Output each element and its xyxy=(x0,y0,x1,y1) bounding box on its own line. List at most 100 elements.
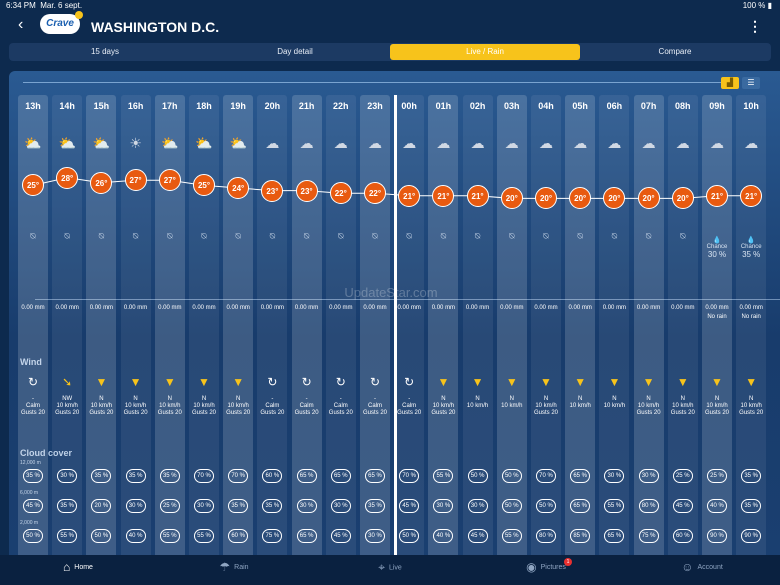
altitude-mid: 6,000 m xyxy=(20,490,39,496)
wind-arrow-icon: ▼ xyxy=(574,375,587,389)
moon-cloud-icon: ☁ xyxy=(368,135,382,151)
wind-wspd: Calm xyxy=(333,403,348,409)
more-icon[interactable]: ⋮ xyxy=(748,18,762,34)
wind-label: Wind xyxy=(20,357,42,367)
wind-wdir: N xyxy=(99,396,104,402)
nav-account[interactable]: ☺ Account xyxy=(681,560,723,574)
rain-icon: ☂ xyxy=(219,560,231,574)
back-arrow-icon[interactable]: ‹ xyxy=(18,16,24,33)
cloud-cover-value: 30 % xyxy=(296,499,317,513)
cloud-cover-value: 50 % xyxy=(467,469,488,483)
list-view-icon[interactable]: ☰ xyxy=(742,77,760,89)
temperature-badge: 20° xyxy=(637,187,660,210)
hour-label: 18h xyxy=(196,101,212,111)
temperature-badge: 25° xyxy=(22,174,44,197)
no-rain-icon: ⍉ xyxy=(269,231,276,241)
watermark: UpdateStar.com xyxy=(344,285,438,300)
cloud-cover-value: 70 % xyxy=(194,469,214,483)
tab-15-days[interactable]: 15 days xyxy=(90,47,120,56)
cloud-icon: ☁ xyxy=(607,135,622,151)
wind-wdir: N xyxy=(133,396,138,402)
wind-info: N 10 km/h Gusts 20 xyxy=(731,396,771,417)
cloud-cover-value: 55 % xyxy=(159,529,180,543)
cloud-cover-value: 30 % xyxy=(638,469,659,483)
wind-wdir: N xyxy=(441,396,446,402)
temperature-badge: 20° xyxy=(671,187,694,210)
wind-info: - Calm Gusts 20 xyxy=(389,396,429,417)
cloud-cover-value: 50 % xyxy=(501,469,522,483)
sun-cloud-icon: ⛅ xyxy=(195,135,213,151)
cloud-cover-value: 70 % xyxy=(536,469,556,483)
tab-live-rain[interactable]: Live / Rain xyxy=(390,44,580,60)
hour-label: 00h xyxy=(401,101,417,111)
no-rain-icon: ⍉ xyxy=(474,231,481,241)
temperature-badge: 27° xyxy=(124,169,147,192)
wind-info: - Calm Gusts 20 xyxy=(13,396,53,417)
nav-home[interactable]: ⌂ Home xyxy=(63,560,93,574)
rain-chance: 💧 Chance 35 % xyxy=(731,236,771,259)
nav-pictures[interactable]: 1 ◉ Pictures xyxy=(468,555,624,585)
wind-wdir: N xyxy=(543,396,549,402)
wind-gust: Gusts 20 xyxy=(157,410,182,416)
tab-compare[interactable]: Compare xyxy=(658,47,692,56)
wind-wspd: 10 km/h xyxy=(706,403,728,409)
cloud-cover-value: 45 % xyxy=(399,499,420,513)
wind-wdir: - xyxy=(32,396,34,402)
bottom-nav: ⌂ Home ☂ Rain ⌖ Live 1 ◉ Pictures ☺ Account xyxy=(0,555,780,585)
temperature-badge: 20° xyxy=(603,187,626,210)
cloud-cover-value: 65 % xyxy=(330,469,351,483)
cloud-cover-value: 35 % xyxy=(741,499,762,513)
no-rain-icon: ⍉ xyxy=(543,231,549,241)
rain-amount: 0.00 mm xyxy=(158,305,182,311)
cloud-cover-value: 30 % xyxy=(330,499,351,513)
cloud-cover-value: 50 % xyxy=(399,529,420,543)
altitude-high: 12,000 m xyxy=(20,460,41,466)
calm-wind-icon: ↻ xyxy=(335,375,346,389)
header: ‹ Crave WASHINGTON D.C. ⋮ xyxy=(0,11,780,42)
wind-wspd: Calm xyxy=(402,403,417,409)
cloud-cover-value: 30 % xyxy=(194,499,214,513)
calm-wind-icon: ↻ xyxy=(404,375,415,389)
calm-wind-icon: ↻ xyxy=(267,375,278,389)
rain-amount: 0.00 mm xyxy=(21,305,45,311)
wind-wspd: 10 km/h xyxy=(637,403,660,409)
cloud-cover-value: 65 % xyxy=(604,529,625,543)
wind-gust: Gusts 20 xyxy=(704,410,729,416)
temperature-badge: 27° xyxy=(158,169,181,192)
no-rain-icon: ⍉ xyxy=(30,231,36,241)
nav-live[interactable]: ⌖ Live xyxy=(378,560,402,574)
hour-label: 10h xyxy=(743,101,759,111)
wind-info: N 10 km/h xyxy=(594,396,634,410)
wind-wdir: N xyxy=(714,396,720,402)
cloud-cover-value: 35 % xyxy=(365,499,385,513)
wind-wdir: - xyxy=(305,396,308,402)
hour-label: 16h xyxy=(127,101,144,111)
wind-info: N 10 km/h xyxy=(560,396,600,410)
wind-wspd: 10 km/h xyxy=(466,403,489,409)
cloud-cover-value: 75 % xyxy=(638,529,659,543)
weather-crave-logo: Crave xyxy=(40,11,83,34)
cloud-cover-value: 40 % xyxy=(433,529,454,543)
rain-amount: 0.00 mm xyxy=(568,305,592,311)
wind-info: N 10 km/h Gusts 20 xyxy=(697,396,737,417)
wind-wdir: N xyxy=(236,396,241,402)
cloud-cover-value: 35 % xyxy=(741,469,762,483)
no-rain-icon: ⍉ xyxy=(167,231,173,241)
wind-wdir: N xyxy=(509,396,514,402)
temperature-badge: 21° xyxy=(432,184,455,207)
chart-view-icon[interactable]: ▟ xyxy=(721,77,739,89)
nav-rain[interactable]: ☂ Rain xyxy=(219,560,249,574)
rain-amount: 0.00 mm xyxy=(89,305,114,311)
wind-gust: Gusts 20 xyxy=(397,410,422,416)
rain-amount: 0.00 mm xyxy=(294,305,319,311)
temperature-badge: 21° xyxy=(398,184,421,207)
wind-wspd: 10 km/h xyxy=(740,403,762,409)
wind-wspd: Calm xyxy=(265,403,280,409)
hourly-panel[interactable]: ▟ ☰ Wind Cloud cover 12,000 m 6,000 m 2,… xyxy=(9,71,780,555)
wind-gust: Gusts 20 xyxy=(328,410,353,416)
hour-label: 20h xyxy=(264,101,281,111)
tab-day-detail[interactable]: Day detail xyxy=(277,47,313,56)
wind-gust: Gusts 20 xyxy=(533,410,558,416)
rain-amount: 0.00 mm xyxy=(397,305,421,311)
cloud-cover-value: 35 % xyxy=(57,499,78,513)
